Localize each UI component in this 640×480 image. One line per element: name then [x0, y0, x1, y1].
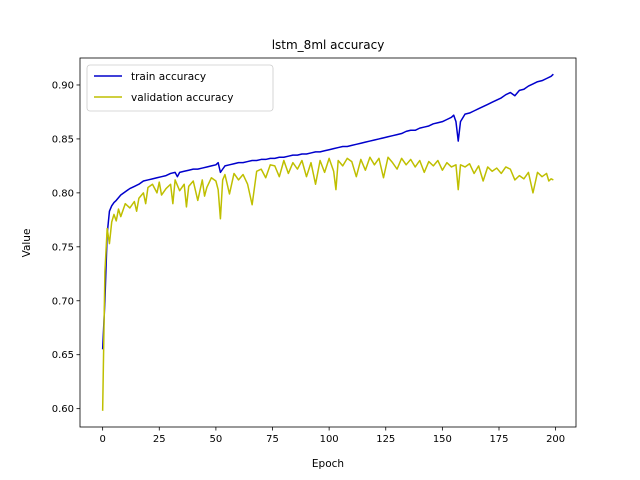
legend-label: train accuracy: [131, 71, 206, 83]
x-tick-label: 200: [546, 434, 565, 445]
y-tick-label: 0.90: [52, 80, 74, 91]
legend-box: [86, 64, 274, 112]
y-tick-label: 0.80: [52, 188, 74, 199]
chart-title: lstm_8ml accuracy: [272, 38, 385, 52]
y-tick-label: 0.85: [52, 134, 74, 145]
y-tick-label: 0.75: [52, 242, 74, 253]
y-tick-label: 0.65: [52, 350, 74, 361]
series-line-train: [101, 73, 554, 350]
x-tick-label: 50: [210, 434, 223, 445]
legend-label: validation accuracy: [131, 92, 233, 104]
plot-area: [101, 73, 554, 411]
y-tick-label: 0.60: [52, 404, 74, 415]
x-tick-label: 125: [376, 434, 395, 445]
legend: train accuracy validation accuracy: [86, 64, 274, 112]
x-tick-label: 25: [153, 434, 166, 445]
x-tick-label: 100: [320, 434, 339, 445]
axis-ticks: 0 25 50 75 100 125 150 175 200 0.60 0.65 0.70 0.75 0.…: [52, 80, 565, 445]
axes-frame: [79, 57, 577, 428]
y-tick-label: 0.70: [52, 296, 74, 307]
x-tick-label: 0: [99, 434, 105, 445]
x-axis-label: Epoch: [312, 458, 344, 470]
x-tick-label: 150: [433, 434, 452, 445]
series-line-validation: [101, 156, 554, 411]
x-tick-label: 75: [266, 434, 279, 445]
x-tick-label: 175: [489, 434, 508, 445]
y-axis-label: Value: [21, 229, 33, 258]
